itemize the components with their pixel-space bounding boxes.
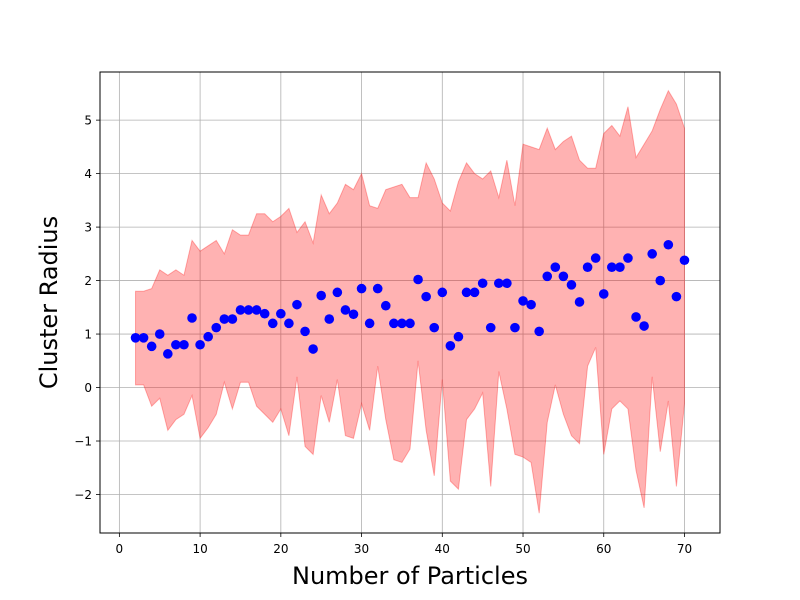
data-point xyxy=(485,322,496,333)
data-point xyxy=(647,249,657,259)
x-axis-ticks: 0 10 20 30 40 50 60 70 xyxy=(116,533,692,556)
data-point xyxy=(389,318,399,329)
data-point xyxy=(494,278,504,289)
y-tick-label: −2 xyxy=(74,488,92,502)
y-tick-label: −1 xyxy=(74,435,92,449)
data-point xyxy=(663,239,674,250)
data-point xyxy=(631,312,641,322)
data-point xyxy=(332,287,343,298)
data-point xyxy=(502,278,512,289)
data-point xyxy=(267,318,278,329)
data-point xyxy=(348,309,359,320)
y-tick-label: 4 xyxy=(84,167,92,181)
data-point xyxy=(510,322,520,333)
x-tick-label: 20 xyxy=(273,542,288,556)
y-tick-label: 5 xyxy=(84,114,92,128)
data-point xyxy=(276,308,286,319)
x-tick-label: 50 xyxy=(515,542,530,556)
data-point xyxy=(518,296,528,306)
x-tick-label: 70 xyxy=(677,542,692,556)
data-point xyxy=(187,313,197,323)
data-point xyxy=(284,318,294,329)
y-tick-label: 3 xyxy=(84,221,92,235)
x-tick-label: 30 xyxy=(354,542,369,556)
data-point xyxy=(316,290,326,301)
x-axis-label: Number of Particles xyxy=(292,562,528,590)
data-point xyxy=(138,332,149,343)
data-point xyxy=(679,255,690,266)
x-tick-label: 10 xyxy=(192,542,207,556)
data-point xyxy=(542,271,553,282)
data-point xyxy=(477,278,488,289)
confidence-band xyxy=(135,89,685,514)
grid xyxy=(100,72,720,533)
data-point xyxy=(582,262,593,273)
data-point xyxy=(195,339,205,350)
data-point xyxy=(243,305,254,315)
data-point xyxy=(235,305,246,315)
data-point xyxy=(607,262,617,273)
y-tick-label: 0 xyxy=(84,381,92,395)
data-point xyxy=(380,300,391,311)
y-tick-label: 2 xyxy=(84,274,92,288)
data-point xyxy=(300,326,310,337)
data-point xyxy=(623,253,633,263)
y-tick-label: 1 xyxy=(84,328,92,342)
data-point xyxy=(558,271,569,282)
data-point xyxy=(534,326,544,337)
data-point xyxy=(364,318,375,329)
data-point xyxy=(130,332,141,343)
data-point xyxy=(146,341,157,352)
data-point xyxy=(324,314,335,324)
data-point xyxy=(179,339,189,350)
data-point xyxy=(356,283,367,294)
data-point xyxy=(227,314,238,324)
data-point xyxy=(154,329,165,339)
x-tick-label: 0 xyxy=(116,542,124,556)
data-point xyxy=(340,305,351,315)
data-point xyxy=(615,262,625,273)
data-point xyxy=(372,283,383,294)
data-point xyxy=(421,291,431,302)
data-point xyxy=(397,318,407,329)
y-axis-ticks: −2 −1 0 1 2 3 4 5 xyxy=(74,114,100,502)
plot-frame xyxy=(99,71,721,534)
data-point xyxy=(308,344,318,354)
data-point xyxy=(469,287,480,298)
data-point xyxy=(163,349,173,359)
data-point xyxy=(203,331,213,342)
data-point xyxy=(211,322,222,333)
data-points xyxy=(130,239,690,359)
data-point xyxy=(405,318,415,329)
data-point xyxy=(437,287,448,298)
data-point xyxy=(461,287,472,298)
data-point xyxy=(590,253,601,263)
data-point xyxy=(445,341,456,351)
data-point xyxy=(526,299,536,310)
data-point xyxy=(598,289,609,299)
x-tick-label: 60 xyxy=(596,542,611,556)
data-point xyxy=(655,275,666,286)
data-point xyxy=(219,314,230,324)
data-point xyxy=(566,280,577,290)
data-point xyxy=(453,331,464,342)
data-point xyxy=(171,339,181,350)
data-point xyxy=(292,299,302,310)
band-area xyxy=(135,89,685,514)
x-tick-label: 40 xyxy=(435,542,450,556)
y-axis-label: Cluster Radius xyxy=(35,216,63,389)
data-point xyxy=(639,321,649,331)
data-point xyxy=(413,274,423,285)
data-point xyxy=(251,305,262,315)
data-point xyxy=(550,262,561,273)
data-point xyxy=(259,308,270,319)
data-point xyxy=(429,322,440,333)
data-point xyxy=(671,291,682,302)
data-point xyxy=(574,297,585,307)
